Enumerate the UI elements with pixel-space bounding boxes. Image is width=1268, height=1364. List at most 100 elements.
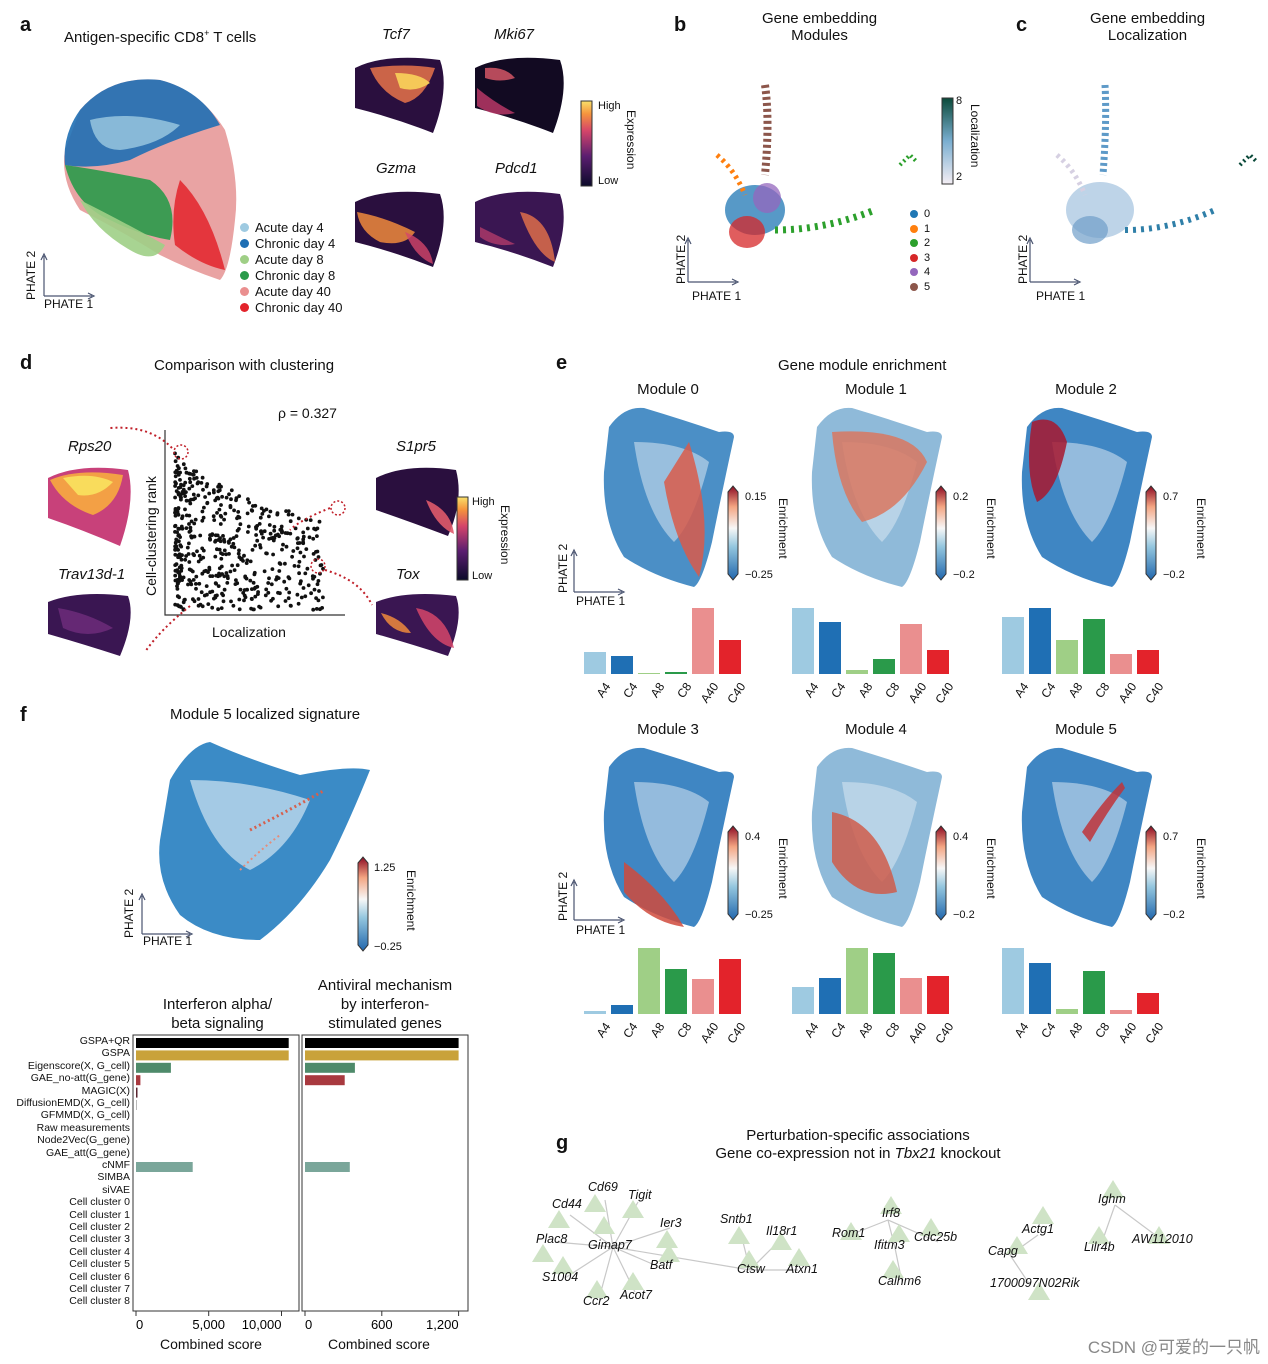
module-cbar-min: −0.2 [1163,569,1185,581]
panel-f-method-labels: GSPA+QR GSPA Eigenscore(X, G_cell) GAE_no-a… [0,1035,130,1316]
method-label: GAE_no-att(G_gene) [30,1072,130,1085]
module-cbar-title: Enrichment [984,498,998,559]
panel-f-cbar-min: −0.25 [374,941,402,953]
scatter-point [216,496,221,501]
module-embedding-midtone [842,782,917,882]
enrichment-bar [665,672,687,674]
scatter-point [229,544,234,549]
enrichment-bar [719,639,741,674]
enrichment-bar [1029,963,1051,1014]
scatter-point [176,526,181,531]
scatter-point [213,554,218,559]
scatter-point [217,507,222,512]
scatter-point [311,552,316,556]
scatter-point [303,571,308,576]
scatter-point [279,524,284,529]
panel-e-axis-x-bottom: PHATE 1 [576,923,626,937]
enrichment-bar-label: A8 [647,680,668,701]
scatter-point [193,517,198,522]
network-node-marker [738,1250,760,1268]
panel-b-axis-arrows [684,236,740,286]
legend-label: Acute day 4 [255,219,324,235]
legend-item: Chronic day 40 [240,299,342,315]
module-embedding [1021,747,1152,927]
scatter-point [218,536,222,540]
network-node-label: Rom1 [832,1226,866,1240]
module-embedding-hotspot [832,812,897,894]
scatter-point [192,599,197,604]
panel-e-axis-y-top: PHATE 2 [556,543,570,593]
scatter-point [173,495,177,500]
module-embedding-hotspot [664,442,705,577]
scatter-point [219,514,224,519]
scatter-point [299,595,304,600]
enrichment-bar-label: A40 [1115,680,1140,706]
panel-a-cbar-low: Low [598,175,619,187]
scatter-point [296,541,300,545]
enrichment-bar-label: C8 [1092,680,1113,701]
scatter-point [207,567,212,572]
scatter-point [280,530,284,535]
panel-e-axis-arrows-bottom [570,878,626,924]
scatter-point [258,543,262,547]
scatter-point [228,569,233,574]
panel-f-chart2-title-l1: Antiviral mechanism [317,977,453,994]
scatter-point [199,590,204,595]
scatter-point [211,488,216,493]
scatter-point [184,554,188,558]
scatter-point [177,466,181,471]
panel-e-title: Gene module enrichment [778,357,947,374]
scatter-point [242,588,247,592]
scatter-point [197,553,202,558]
panel-d-callout-lines [109,426,373,653]
network-node-label: Actg1 [1022,1222,1054,1236]
module-colorbar [727,485,739,581]
module-embedding [811,407,942,587]
scatter-point [321,566,325,571]
axis-tick-label: 5,000 [192,1317,225,1332]
module-cbar-min: −0.25 [745,909,773,921]
scatter-point [275,511,280,515]
scatter-point [237,597,242,602]
scatter-point [187,541,191,546]
legend-item: Acute day 40 [240,283,342,299]
scatter-point [267,523,272,527]
scatter-point [220,591,224,596]
panel-d-cbar-title: Expression [498,505,512,565]
module-legend-label: 1 [924,222,931,235]
scatter-point [316,579,321,583]
scatter-point [244,576,249,581]
method-label: Cell cluster 5 [69,1258,130,1271]
module-title: Module 2 [1055,381,1117,398]
scatter-point [301,586,306,590]
module-cbar-min: −0.2 [1163,909,1185,921]
scatter-point [312,587,317,592]
panel-a-title-text: Antigen-specific CD8 [64,29,205,46]
panel-c-colorbar [941,97,954,185]
enrichment-bar [900,978,922,1014]
module-colorbar [727,825,739,921]
scatter-point [221,599,226,604]
scatter-point [189,534,193,539]
module-colorbar [935,485,947,581]
scatter-point [200,604,205,609]
enrichment-bar-label: A4 [1011,680,1032,701]
module-embedding-midtone [1052,442,1127,542]
enrichment-bar-label: A8 [855,680,876,701]
scatter-point [204,584,209,588]
scatter-point [286,512,291,517]
scatter-point [175,587,180,591]
scatter-point [217,547,222,552]
legend-label: Acute day 40 [255,283,331,299]
scatter-point [231,536,236,540]
scatter-point [173,540,178,545]
network-node-marker [548,1210,570,1228]
enrichment-bar-label: C40 [932,680,957,707]
scatter-point [232,508,236,513]
enrichment-bar [665,969,687,1014]
scatter-point [235,581,240,586]
gene-map-rps20 [48,467,131,546]
enrichment-bar [638,948,660,1014]
scatter-point [320,606,324,610]
network-node-label: Sntb1 [720,1212,753,1226]
